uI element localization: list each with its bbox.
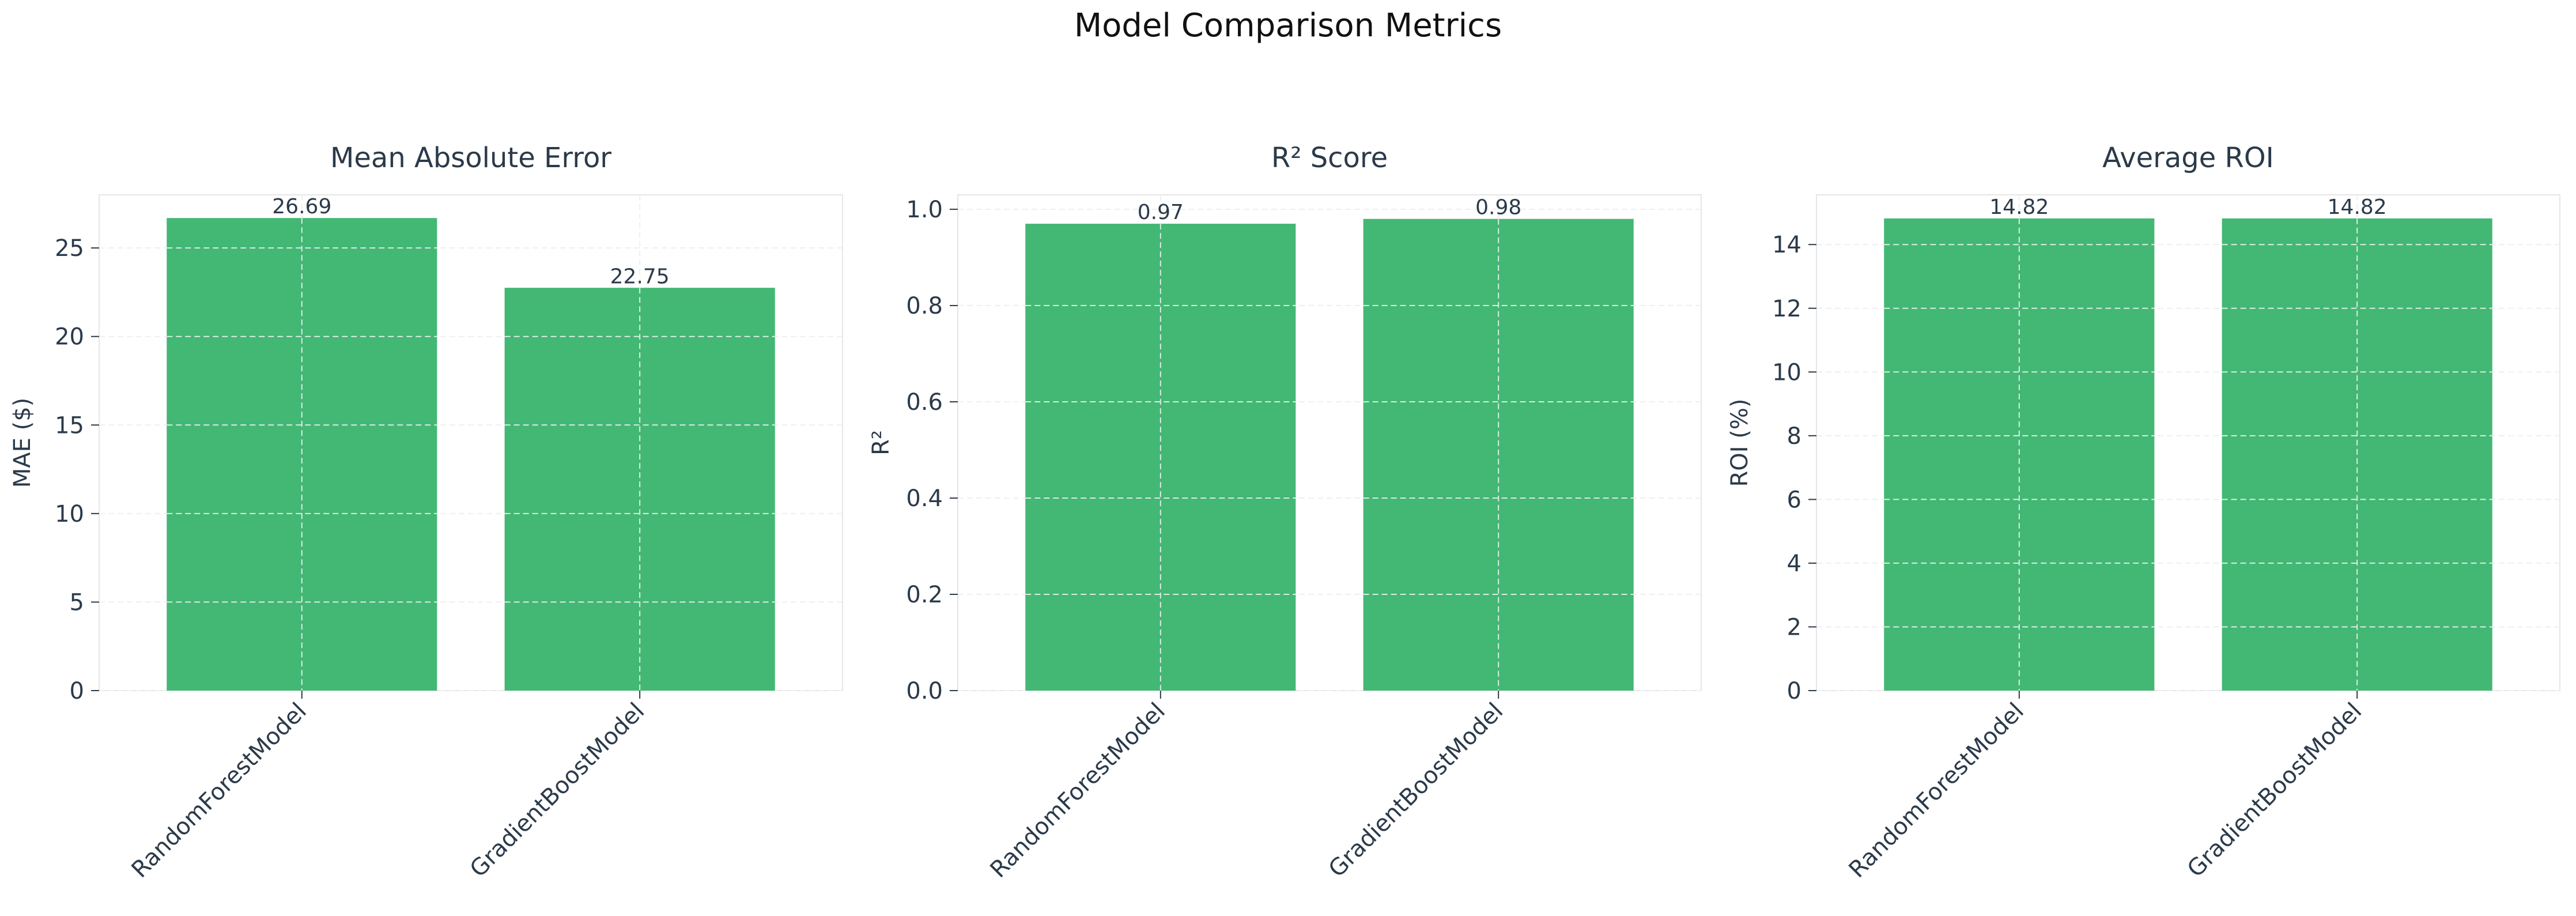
y-axis-label: R²: [868, 430, 894, 455]
xtick-label: GradientBoostModel: [1324, 698, 1508, 883]
xtick-label: RandomForestModel: [1844, 698, 2029, 883]
ytick-label: 0.8: [906, 293, 943, 319]
ytick-label: 25: [55, 235, 84, 262]
ytick-label: 0: [70, 678, 84, 704]
xtick-label: RandomForestModel: [985, 698, 1170, 883]
figure-title: Model Comparison Metrics: [1074, 7, 1502, 44]
ytick-label: 2: [1787, 614, 1801, 640]
chart-panel-3: 14.82 14.82 0 2 4 6 8 10 12 14 RandomForestModel Gr…: [1727, 142, 2560, 883]
ytick-label: 0.4: [906, 485, 943, 512]
chart-title: Average ROI: [2102, 142, 2274, 174]
chart-panel-2: 0.97 0.98 0.0 0.2 0.4 0.6 0.8 1.0 RandomForestMo…: [868, 142, 1702, 883]
ytick-label: 5: [70, 589, 84, 616]
value-label: 0.97: [1138, 201, 1184, 224]
ytick-label: 0.0: [906, 678, 943, 704]
chart-panel-1: 26.69 22.75 0 5 10 15 20 25 RandomForestModel Gra…: [9, 142, 843, 883]
ytick-label: 10: [55, 501, 84, 527]
xtick-label: GradientBoostModel: [2182, 698, 2367, 883]
ytick-label: 6: [1787, 487, 1801, 513]
chart-title: Mean Absolute Error: [330, 142, 611, 174]
value-label: 14.82: [1989, 195, 2049, 219]
xtick-label: RandomForestModel: [127, 698, 312, 883]
value-label: 22.75: [610, 265, 670, 288]
ytick-label: 15: [55, 412, 84, 439]
ytick-label: 0: [1787, 678, 1801, 704]
ytick-label: 8: [1787, 423, 1801, 450]
ytick-label: 14: [1772, 232, 1801, 258]
ytick-label: 10: [1772, 359, 1801, 386]
ytick-label: 20: [55, 324, 84, 350]
ytick-label: 0.2: [906, 582, 943, 608]
xtick-label: GradientBoostModel: [465, 698, 649, 883]
value-label: 0.98: [1475, 196, 1521, 220]
ytick-label: 1.0: [906, 197, 943, 223]
ytick-label: 4: [1787, 551, 1801, 577]
ytick-label: 12: [1772, 296, 1801, 322]
y-axis-label: ROI (%): [1727, 398, 1753, 487]
y-axis-label: MAE ($): [9, 398, 36, 488]
value-label: 26.69: [272, 195, 331, 218]
value-label: 14.82: [2328, 195, 2387, 219]
ytick-label: 0.6: [906, 389, 943, 416]
chart-title: R² Score: [1271, 142, 1388, 174]
